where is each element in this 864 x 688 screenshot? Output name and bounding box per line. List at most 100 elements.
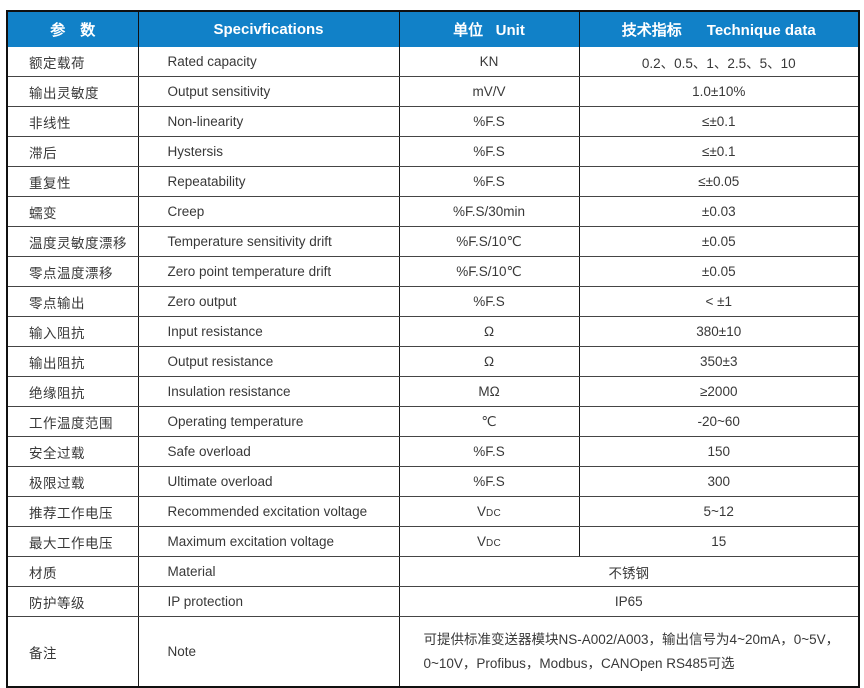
- merged-value-cell: 不锈钢: [398, 556, 859, 587]
- unit-cell: %F.S/10℃: [398, 256, 580, 287]
- spec-cell: Recommended excitation voltage: [137, 496, 400, 527]
- unit-cell: %F.S: [398, 106, 580, 137]
- table-row: 最大工作电压 Maximum excitation voltage VDC 15: [7, 526, 859, 557]
- spec-cell: Output resistance: [137, 346, 400, 377]
- header-unit: 单位 Unit: [398, 11, 579, 47]
- table-row: 输入阻抗 Input resistance Ω 380±10: [7, 316, 859, 347]
- spec-cell: Repeatability: [137, 166, 400, 197]
- value-cell: ≤±0.1: [578, 106, 859, 137]
- table-row: 材质 Material 不锈钢: [7, 556, 859, 587]
- header-technique-data: 技术指标 Technique data: [578, 11, 859, 47]
- unit-cell: ℃: [398, 406, 580, 437]
- table-row: 重复性 Repeatability %F.S ≤±0.05: [7, 166, 859, 197]
- value-cell: ≤±0.05: [578, 166, 859, 197]
- unit-cell: %F.S: [398, 286, 580, 317]
- header-row: 参 数 Specivfications 单位 Unit 技术指标 Techniq…: [7, 11, 859, 47]
- spec-cell: Zero point temperature drift: [137, 256, 400, 287]
- header-param-label: 参 数: [50, 22, 96, 39]
- spec-cell: Zero output: [137, 286, 400, 317]
- param-cell: 重复性: [7, 166, 139, 197]
- table-row: 滞后 Hystersis %F.S ≤±0.1: [7, 136, 859, 167]
- param-cell: 蠕变: [7, 196, 139, 227]
- unit-cell: %F.S: [398, 466, 580, 497]
- unit-volt: V: [476, 534, 486, 549]
- unit-cell: %F.S/10℃: [398, 226, 580, 257]
- unit-cell: Ω: [398, 316, 580, 347]
- value-cell: ≥2000: [578, 376, 859, 407]
- spec-cell: Material: [137, 556, 400, 587]
- param-cell: 工作温度范围: [7, 406, 139, 437]
- param-cell: 滞后: [7, 136, 139, 167]
- table-row: 蠕变 Creep %F.S/30min ±0.03: [7, 196, 859, 227]
- value-cell: 150: [578, 436, 859, 467]
- header-specifications-label: Specivfications: [213, 21, 324, 38]
- unit-cell: %F.S: [398, 436, 580, 467]
- table-row: 温度灵敏度漂移 Temperature sensitivity drift %F.S…: [7, 226, 859, 257]
- unit-cell: Ω: [398, 346, 580, 377]
- table-row: 安全过载 Safe overload %F.S 150: [7, 436, 859, 467]
- spec-cell: Input resistance: [137, 316, 400, 347]
- unit-cell: mV/V: [398, 76, 580, 107]
- table-row: 零点温度漂移 Zero point temperature drift %F.S/1…: [7, 256, 859, 287]
- merged-value-cell: IP65: [398, 586, 859, 617]
- param-cell: 零点输出: [7, 286, 139, 317]
- spec-cell: Safe overload: [137, 436, 400, 467]
- param-cell: 极限过载: [7, 466, 139, 497]
- spec-cell: Hystersis: [137, 136, 400, 167]
- value-cell: ±0.05: [578, 256, 859, 287]
- value-cell: ≤±0.1: [578, 136, 859, 167]
- unit-volt: V: [476, 504, 486, 519]
- table-row: 输出灵敏度 Output sensitivity mV/V 1.0±10%: [7, 76, 859, 107]
- unit-dc-smallcaps: DC: [485, 538, 502, 549]
- param-cell: 材质: [7, 556, 139, 587]
- table-row: 绝缘阻抗 Insulation resistance MΩ ≥2000: [7, 376, 859, 407]
- table-row: 防护等级 IP protection IP65: [7, 586, 859, 617]
- spec-cell: Ultimate overload: [137, 466, 400, 497]
- spec-cell: Maximum excitation voltage: [137, 526, 400, 557]
- spec-cell: IP protection: [137, 586, 400, 617]
- param-cell: 最大工作电压: [7, 526, 139, 557]
- unit-dc-smallcaps: DC: [485, 508, 502, 519]
- param-cell: 防护等级: [7, 586, 139, 617]
- table-row: 备注 Note 可提供标准变送器模块NS-A002/A003，输出信号为4~20mA…: [7, 616, 859, 688]
- param-cell: 额定载荷: [7, 47, 139, 77]
- spec-cell: Note: [137, 616, 400, 688]
- spec-cell: Output sensitivity: [137, 76, 400, 107]
- unit-cell: %F.S: [398, 166, 580, 197]
- value-cell: 350±3: [578, 346, 859, 377]
- value-cell: -20~60: [578, 406, 859, 437]
- param-cell: 输入阻抗: [7, 316, 139, 347]
- param-cell: 非线性: [7, 106, 139, 137]
- spec-cell: Non-linearity: [137, 106, 400, 137]
- value-cell: ±0.03: [578, 196, 859, 227]
- value-cell: 380±10: [578, 316, 859, 347]
- table-row: 工作温度范围 Operating temperature ℃ -20~60: [7, 406, 859, 437]
- param-cell: 推荐工作电压: [7, 496, 139, 527]
- spec-cell: Temperature sensitivity drift: [137, 226, 400, 257]
- value-cell: < ±1: [578, 286, 859, 317]
- spec-cell: Insulation resistance: [137, 376, 400, 407]
- table-row: 非线性 Non-linearity %F.S ≤±0.1: [7, 106, 859, 137]
- header-unit-label: 单位 Unit: [453, 22, 525, 39]
- param-cell: 温度灵敏度漂移: [7, 226, 139, 257]
- unit-cell: VDC: [398, 496, 580, 527]
- unit-cell: %F.S: [398, 136, 580, 167]
- param-cell: 安全过载: [7, 436, 139, 467]
- spec-cell: Creep: [137, 196, 400, 227]
- value-cell: 15: [578, 526, 859, 557]
- table-row: 极限过载 Ultimate overload %F.S 300: [7, 466, 859, 497]
- table-row: 输出阻抗 Output resistance Ω 350±3: [7, 346, 859, 377]
- value-cell: 300: [578, 466, 859, 497]
- table-row: 零点输出 Zero output %F.S < ±1: [7, 286, 859, 317]
- merged-value-cell: 可提供标准变送器模块NS-A002/A003，输出信号为4~20mA，0~5V，…: [398, 616, 859, 688]
- param-cell: 零点温度漂移: [7, 256, 139, 287]
- header-param: 参 数: [7, 11, 138, 47]
- table-row: 推荐工作电压 Recommended excitation voltage VDC 5…: [7, 496, 859, 527]
- specification-table: 参 数 Specivfications 单位 Unit 技术指标 Techniq…: [6, 10, 860, 688]
- param-cell: 输出阻抗: [7, 346, 139, 377]
- table-body: 额定载荷 Rated capacity KN 0.2、0.5、1、2.5、5、10 输出…: [7, 47, 859, 688]
- header-technique-data-label: 技术指标 Technique data: [621, 22, 816, 39]
- value-cell: 1.0±10%: [578, 76, 859, 107]
- value-cell: ±0.05: [578, 226, 859, 257]
- param-cell: 输出灵敏度: [7, 76, 139, 107]
